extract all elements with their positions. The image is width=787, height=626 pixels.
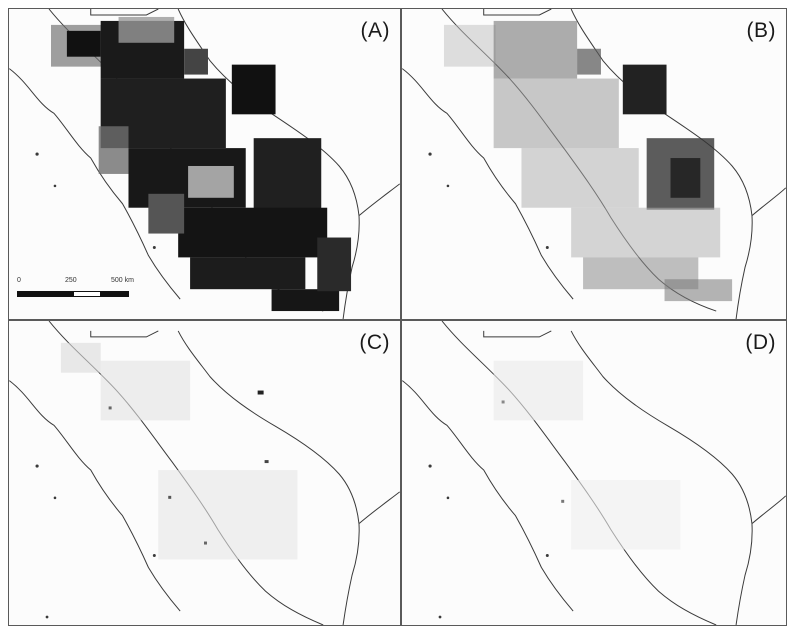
occurrence-point (204, 541, 207, 545)
baja-peninsula-outline (9, 68, 181, 300)
occurrence-grid-a (50, 16, 352, 312)
grid-block (664, 279, 733, 302)
island (53, 184, 57, 188)
grid-block (100, 360, 191, 421)
grid-block (118, 16, 175, 43)
grid-block (493, 360, 584, 421)
border-line (90, 9, 159, 16)
baja-islands (428, 464, 549, 619)
map-a-svg (9, 9, 400, 319)
grid-block (622, 64, 667, 115)
grid-block (148, 193, 185, 234)
grid-block (571, 207, 721, 258)
baja-islands (35, 152, 156, 249)
panel-label-b: (B) (746, 19, 776, 42)
island (545, 245, 549, 249)
scale-tick-0: 0 (17, 277, 21, 284)
grid-block (190, 257, 306, 290)
baja-peninsula-outline (9, 380, 181, 612)
grid-block (493, 78, 619, 149)
panel-label-d: (D) (745, 331, 776, 354)
grid-block (60, 342, 101, 373)
map-panel-d: (D) (401, 320, 787, 626)
map-panel-c: (C) (8, 320, 401, 626)
occurrence-point (168, 495, 172, 499)
grid-block (670, 158, 701, 198)
grid-block (253, 138, 322, 210)
grid-block (66, 30, 101, 57)
gulf-coast (570, 330, 753, 625)
island (428, 464, 432, 468)
occurrence-point (257, 390, 264, 395)
scale-tick-500: 500 km (111, 277, 134, 284)
island (35, 152, 39, 156)
border-line (483, 330, 552, 338)
texas-coast (751, 495, 786, 525)
grid-block (178, 207, 328, 258)
scale-bar-light (73, 291, 101, 297)
coastline-lines (402, 321, 786, 625)
grid-block (317, 237, 352, 292)
island (428, 152, 432, 156)
grid-block (571, 479, 681, 550)
scale-bar-dark (17, 291, 73, 297)
island (35, 464, 39, 468)
grid-block (271, 289, 340, 312)
island (446, 496, 450, 500)
map-panel-a: (A) 0 250 500 km (8, 8, 401, 320)
grid-block (493, 20, 578, 79)
grid-block (521, 148, 639, 208)
gulf-coast (177, 9, 360, 319)
gulf-coast (570, 9, 753, 319)
island (53, 496, 57, 500)
island (545, 553, 549, 557)
map-c-svg (9, 321, 400, 625)
island (438, 615, 442, 619)
occurrence-point (108, 406, 112, 410)
grid-block (184, 48, 208, 75)
baja-islands (428, 152, 549, 249)
island (152, 245, 156, 249)
occurrence-point (501, 400, 505, 404)
border-line (483, 9, 552, 16)
island (446, 184, 450, 188)
baja-peninsula-outline (402, 68, 574, 300)
map-panel-b: (B) (401, 8, 787, 320)
occurrence-grid-b (443, 20, 733, 302)
panel-label-a: (A) (360, 19, 390, 42)
gulf-coast (177, 330, 360, 625)
grid-block (98, 126, 129, 174)
grid-block (443, 24, 496, 67)
panel-label-c: (C) (359, 331, 390, 354)
occurrence-points-d (493, 360, 681, 550)
scale-tick-250: 250 (65, 277, 77, 284)
island (152, 553, 156, 557)
scale-bar: 0 250 500 km (17, 277, 137, 311)
grid-block (158, 470, 298, 560)
border-line (90, 330, 159, 338)
texas-coast (751, 187, 786, 217)
island (45, 615, 49, 619)
scale-ticks: 0 250 500 km (17, 277, 137, 289)
baja-islands (35, 464, 156, 619)
grid-block (577, 48, 601, 75)
baja-peninsula-outline (402, 380, 574, 612)
map-b-svg (402, 9, 786, 319)
map-d-svg (402, 321, 786, 625)
texas-coast (358, 491, 400, 525)
grid-block (231, 64, 276, 115)
occurrence-points-c (60, 342, 298, 560)
occurrence-point (264, 460, 269, 464)
grid-block (188, 165, 234, 198)
occurrence-point (561, 499, 565, 503)
scale-bar-dark-2 (101, 291, 129, 297)
texas-coast (358, 183, 400, 217)
